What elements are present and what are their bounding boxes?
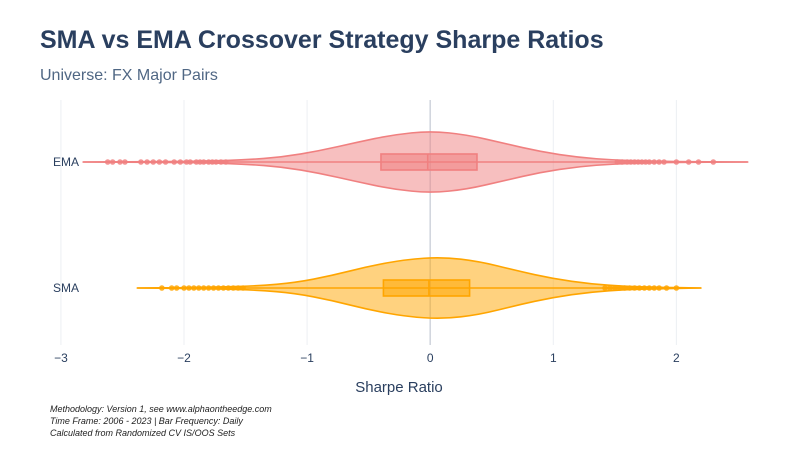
outlier-point <box>607 285 613 291</box>
outlier-point <box>195 285 202 291</box>
outlier-point <box>656 285 662 291</box>
chart-subtitle: Universe: FX Major Pairs <box>40 67 218 84</box>
x-tick-label: 2 <box>673 351 680 365</box>
outlier-point <box>626 285 633 291</box>
x-axis-title: Sharpe Ratio <box>355 379 443 396</box>
x-tick-label: −2 <box>177 351 191 365</box>
outlier-point <box>661 159 667 165</box>
outlier-point <box>104 159 111 165</box>
outlier-point <box>205 285 212 291</box>
outlier-point <box>651 159 658 165</box>
outlier-point <box>223 159 229 165</box>
outlier-point <box>710 159 717 165</box>
outlier-point <box>240 285 246 291</box>
outlier-point <box>109 159 116 165</box>
outlier-point <box>215 285 222 291</box>
outlier-point <box>230 285 237 291</box>
x-axis: −3 −2 −1 0 1 2 <box>54 351 680 365</box>
outlier-point <box>181 285 187 291</box>
outlier-point <box>162 159 169 165</box>
outlier-point <box>210 285 217 291</box>
outlier-point <box>200 159 207 165</box>
outlier-point <box>631 285 638 291</box>
footnote-time-frame: Time Frame: 2006 - 2023 | Bar Frequency:… <box>50 416 243 426</box>
violin-sma <box>136 256 702 320</box>
outlier-point <box>144 159 150 165</box>
outlier-point <box>673 159 680 165</box>
outlier-point <box>695 159 702 165</box>
x-tick-label: 0 <box>427 351 434 365</box>
chart-title: SMA vs EMA Crossover Strategy Sharpe Rat… <box>40 26 604 54</box>
y-axis: EMA SMA <box>53 155 79 295</box>
outlier-point <box>612 285 618 291</box>
outlier-point <box>177 159 184 165</box>
outlier-point <box>171 159 177 165</box>
violin-ema <box>82 131 749 193</box>
outlier-point <box>614 159 621 165</box>
footnotes: Methodology: Version 1, see www.alphaont… <box>50 403 272 439</box>
outlier-point <box>663 285 670 291</box>
iqr-box <box>382 279 471 297</box>
outlier-point <box>122 159 128 165</box>
plot-area <box>82 131 749 320</box>
outlier-point <box>187 159 193 165</box>
outlier-point <box>621 285 628 291</box>
outlier-point <box>651 285 658 291</box>
outlier-point <box>168 285 175 291</box>
outlier-point <box>220 285 227 291</box>
outlier-point <box>156 159 163 165</box>
outlier-point <box>646 285 653 291</box>
outlier-point <box>636 285 643 291</box>
x-tick-label: −3 <box>54 351 68 365</box>
outlier-point <box>616 285 623 291</box>
y-tick-label: EMA <box>53 155 79 169</box>
outlier-point <box>200 285 207 291</box>
iqr-box <box>380 153 478 171</box>
footnote-methodology: Methodology: Version 1, see www.alphaont… <box>50 404 272 414</box>
outlier-point <box>656 159 662 165</box>
footnote-calculation: Calculated from Randomized CV IS/OOS Set… <box>50 428 236 438</box>
outlier-point <box>685 159 692 165</box>
outlier-point <box>218 159 224 165</box>
outlier-point <box>673 285 680 291</box>
x-tick-label: −1 <box>300 351 314 365</box>
outlier-point <box>213 159 219 165</box>
outlier-point <box>173 285 180 291</box>
outlier-point <box>186 285 192 291</box>
outlier-point <box>117 159 123 165</box>
y-tick-label: SMA <box>53 281 79 295</box>
x-tick-label: 1 <box>550 351 557 365</box>
outlier-point <box>191 285 197 291</box>
outlier-point <box>150 159 157 165</box>
outlier-point <box>641 285 648 291</box>
outlier-point <box>646 159 653 165</box>
outlier-point <box>602 285 608 291</box>
outlier-point <box>225 285 232 291</box>
outlier-point <box>159 285 165 291</box>
outlier-point <box>138 159 144 165</box>
outlier-point <box>235 285 241 291</box>
outlier-point <box>619 159 626 165</box>
